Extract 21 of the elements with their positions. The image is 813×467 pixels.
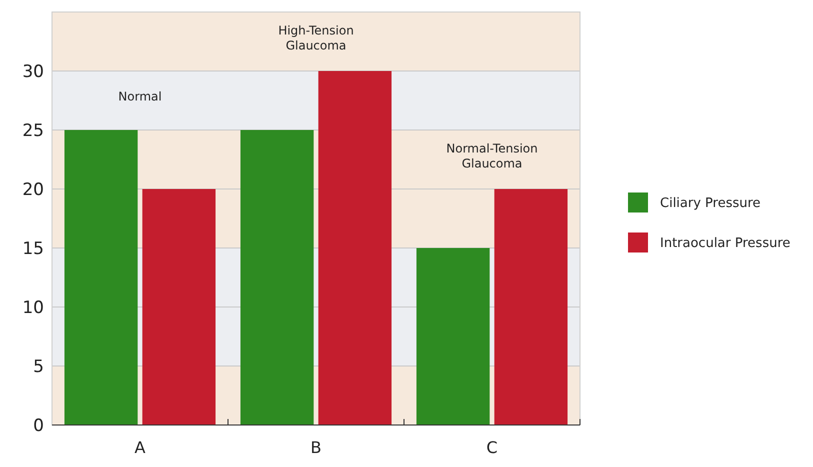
bar — [142, 189, 216, 425]
y-tick-label: 5 — [33, 356, 44, 377]
y-tick-label: 30 — [22, 62, 44, 82]
bar — [64, 130, 138, 425]
legend-label: Ciliary Pressure — [660, 196, 761, 212]
band-label: High-Tension Glaucoma — [278, 24, 354, 52]
x-tick-label: A — [134, 438, 146, 457]
x-tick-label: C — [486, 438, 498, 457]
y-tick-label: 0 — [33, 416, 44, 436]
band-label: Normal-Tension Glaucoma — [446, 142, 538, 170]
y-tick-label: 10 — [22, 298, 44, 318]
bar — [494, 189, 568, 425]
y-tick-label: 25 — [22, 120, 44, 141]
bar — [240, 130, 314, 425]
y-tick-label: 15 — [22, 238, 44, 259]
bar — [416, 248, 490, 425]
bar — [318, 71, 392, 425]
x-tick-label: B — [310, 438, 322, 457]
legend-label: Intraocular Pressure — [660, 236, 790, 252]
y-tick-label: 20 — [22, 180, 44, 200]
band-label: Normal — [118, 90, 162, 104]
